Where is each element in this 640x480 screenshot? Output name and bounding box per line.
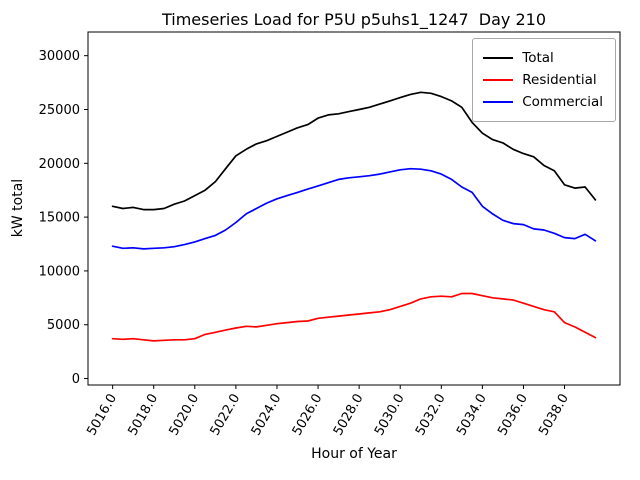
y-axis-label: kW total: [10, 178, 26, 238]
svg-text:30000: 30000: [39, 49, 80, 64]
svg-text:5030.0: 5030.0: [372, 392, 408, 439]
svg-text:5028.0: 5028.0: [331, 392, 367, 439]
svg-text:0: 0: [72, 372, 80, 387]
svg-text:5032.0: 5032.0: [413, 392, 449, 439]
legend-line-sample: [483, 57, 514, 59]
legend-item-commercial: Commercial: [483, 91, 603, 113]
svg-text:5038.0: 5038.0: [536, 392, 572, 439]
svg-text:25000: 25000: [39, 103, 80, 118]
legend-line-sample: [483, 79, 514, 81]
legend: Total Residential Commercial: [472, 38, 616, 122]
legend-label: Residential: [522, 72, 597, 88]
svg-text:5020.0: 5020.0: [167, 392, 203, 439]
legend-label: Total: [522, 50, 554, 66]
chart-title: Timeseries Load for P5U p5uhs1_1247 Day …: [161, 10, 547, 29]
x-axis-label: Hour of Year: [311, 446, 397, 462]
svg-text:5034.0: 5034.0: [454, 392, 490, 439]
legend-item-total: Total: [483, 47, 603, 69]
svg-text:10000: 10000: [39, 264, 80, 279]
svg-text:20000: 20000: [39, 157, 80, 172]
svg-text:15000: 15000: [39, 211, 80, 226]
svg-text:5016.0: 5016.0: [84, 392, 120, 439]
svg-text:5000: 5000: [47, 318, 80, 333]
svg-text:5026.0: 5026.0: [290, 392, 326, 439]
svg-text:5036.0: 5036.0: [495, 392, 531, 439]
svg-text:5018.0: 5018.0: [125, 392, 161, 439]
svg-text:5024.0: 5024.0: [249, 392, 285, 439]
legend-label: Commercial: [522, 94, 603, 110]
legend-item-residential: Residential: [483, 69, 603, 91]
svg-text:5022.0: 5022.0: [208, 392, 244, 439]
legend-line-sample: [483, 101, 514, 103]
